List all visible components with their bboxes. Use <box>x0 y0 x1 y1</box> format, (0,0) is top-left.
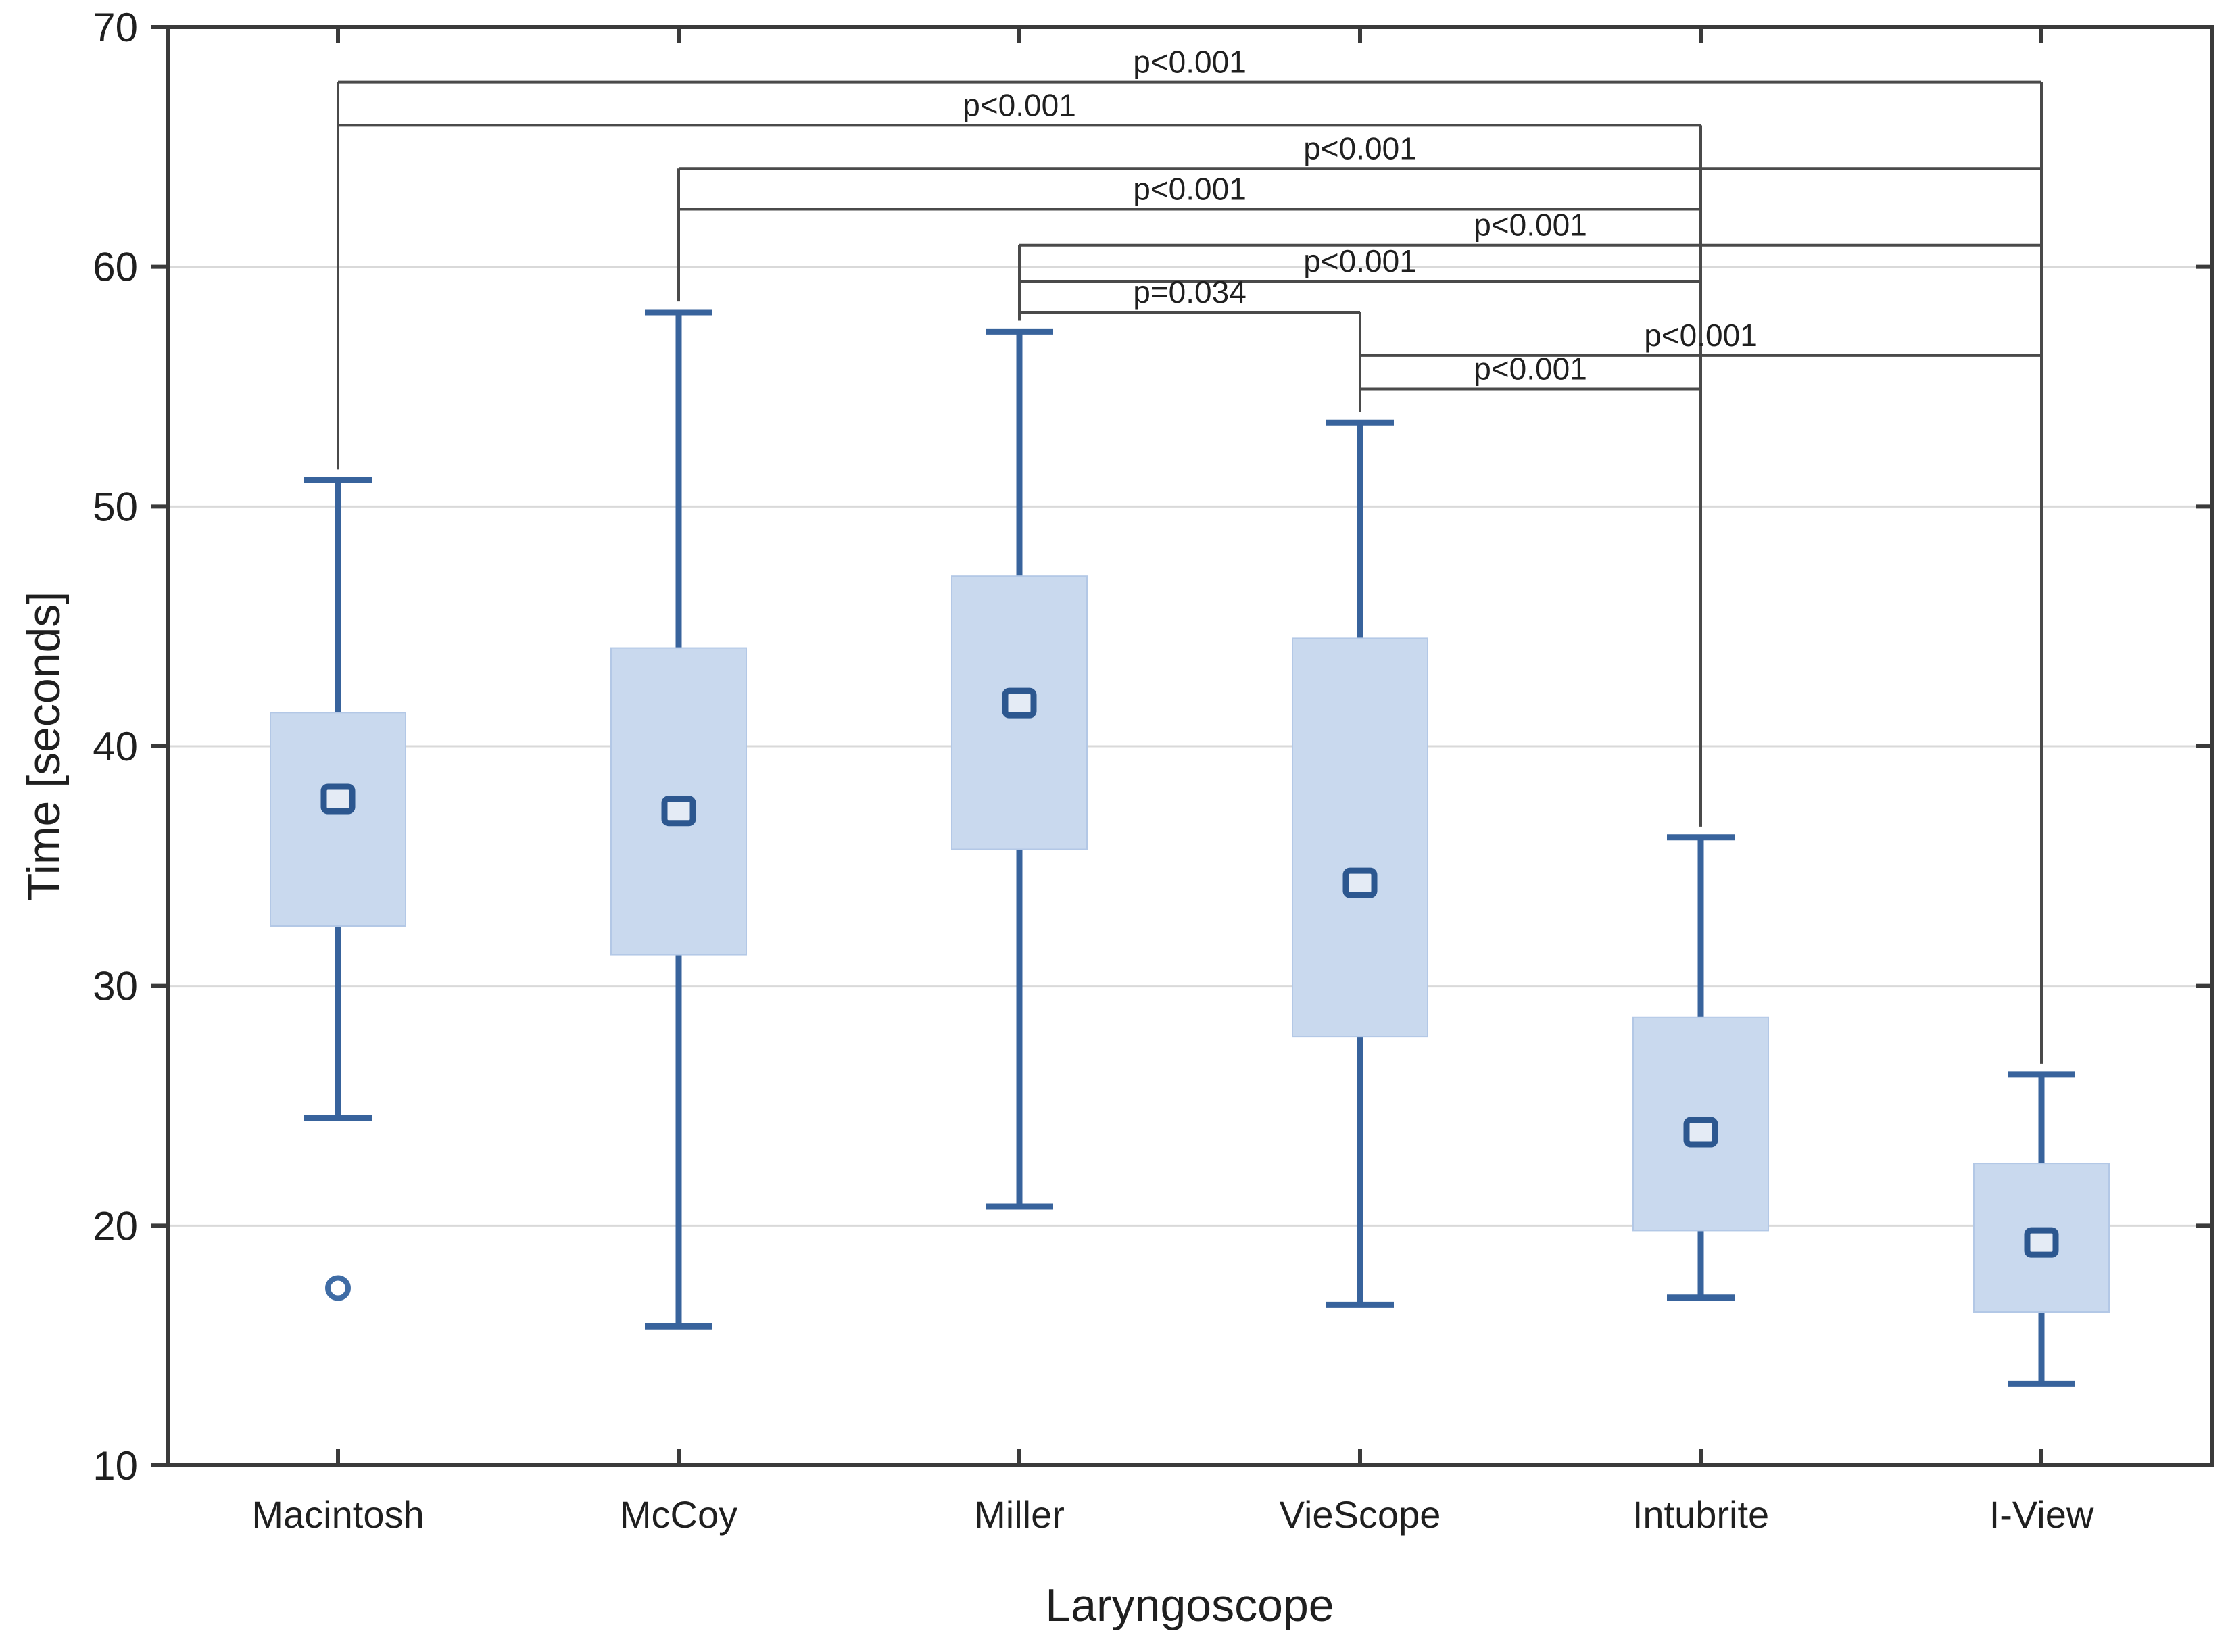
x-category-label: VieScope <box>1280 1493 1441 1536</box>
mean-marker <box>1002 687 1037 719</box>
y-tick-label: 10 <box>93 1443 138 1488</box>
y-axis-title: Time [seconds] <box>18 591 70 902</box>
p-value-label: p<0.001 <box>1644 318 1758 353</box>
mean-marker <box>1683 1117 1718 1148</box>
y-tick-label: 40 <box>93 724 138 769</box>
p-value-label: p<0.001 <box>1303 243 1417 278</box>
p-value-label: p<0.001 <box>1133 45 1246 80</box>
y-tick-label: 60 <box>93 245 138 290</box>
y-tick-label: 50 <box>93 484 138 529</box>
iqr-box <box>1292 637 1428 1038</box>
outlier-point <box>325 1275 351 1301</box>
p-value-label: p<0.001 <box>1474 208 1587 243</box>
p-value-label: p=0.034 <box>1133 274 1246 310</box>
x-category-label: Miller <box>974 1493 1065 1536</box>
x-axis-title: Laryngoscope <box>1045 1580 1334 1631</box>
mean-marker <box>1342 867 1378 898</box>
x-category-label: I-View <box>1989 1493 2094 1536</box>
p-value-label: p<0.001 <box>1303 130 1417 166</box>
p-value-label: p<0.001 <box>1133 172 1246 207</box>
y-tick-label: 20 <box>93 1203 138 1248</box>
x-category-label: Intubrite <box>1632 1493 1769 1536</box>
mean-marker <box>320 783 356 815</box>
iqr-box <box>270 712 406 927</box>
mean-marker <box>2024 1227 2059 1258</box>
p-value-label: p<0.001 <box>963 87 1076 122</box>
x-category-label: McCoy <box>620 1493 737 1536</box>
mean-marker <box>661 796 696 827</box>
y-tick-label: 70 <box>93 5 138 50</box>
x-category-label: Macintosh <box>251 1493 424 1536</box>
p-value-label: p<0.001 <box>1474 351 1587 387</box>
y-tick-label: 30 <box>93 964 138 1009</box>
